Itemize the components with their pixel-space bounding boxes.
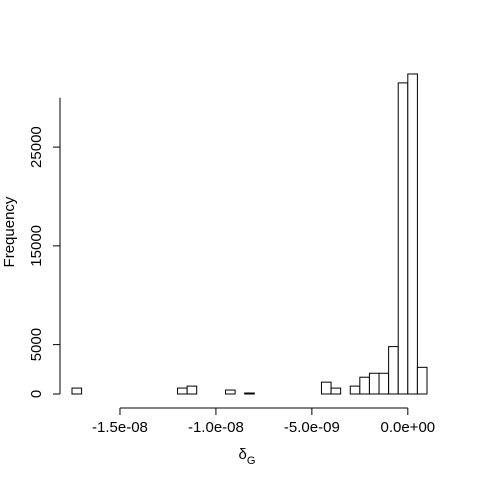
bar [244,392,255,395]
bar [378,372,390,395]
x-tick-label: -1.0e-08 [188,419,244,436]
bar [320,381,332,395]
y-tick-label: 25000 [28,126,45,168]
bar [416,366,428,395]
x-label-subscript: G [247,455,256,467]
x-axis-label: δG [239,446,256,467]
y-tick-label: 5000 [28,328,45,361]
y-tick-label: 15000 [28,225,45,267]
bar [186,385,198,395]
bar [177,387,188,395]
bar [225,389,236,395]
x-tick-label: -5.0e-09 [284,419,340,436]
x-label-symbol: δ [239,446,247,463]
bar [330,387,342,395]
bar [349,385,361,395]
y-axis-label: Frequency [1,196,18,267]
bar [388,346,399,395]
bar [407,73,418,395]
bar [359,376,370,395]
bar [397,82,409,395]
bar [368,372,380,395]
y-tick-label: 0 [28,390,45,398]
x-tick-label: -1.5e-08 [92,419,148,436]
x-tick-label: 0.0e+00 [380,419,435,436]
bar [71,387,83,395]
